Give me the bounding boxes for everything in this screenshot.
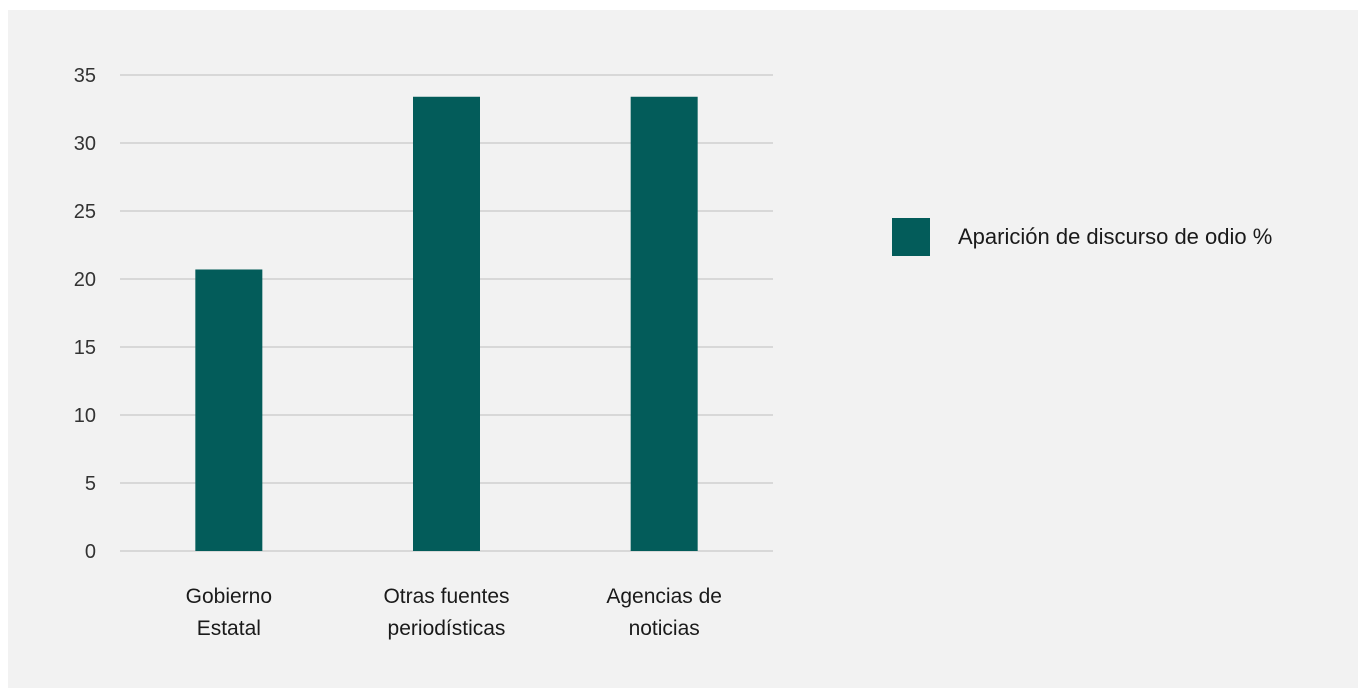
x-category-label: Agencias de <box>606 585 722 608</box>
y-axis-ticks: 0 5 10 15 20 25 30 35 <box>74 65 96 563</box>
x-category-label: Estatal <box>197 617 261 640</box>
x-category-label: Gobierno <box>186 585 272 608</box>
y-tick-label: 25 <box>74 201 96 223</box>
bar <box>630 96 698 551</box>
bars <box>195 96 698 551</box>
chart-card: 0 5 10 15 20 25 30 35 Gobierno Estatal Otras fuen… <box>8 10 1358 688</box>
bar-chart: 0 5 10 15 20 25 30 35 Gobierno Estatal Otras fuen… <box>74 65 1273 640</box>
legend-label: Aparición de discurso de odio % <box>958 224 1272 249</box>
legend-swatch <box>892 218 930 256</box>
y-tick-label: 15 <box>74 337 96 359</box>
bar <box>413 96 480 551</box>
y-tick-label: 30 <box>74 133 96 155</box>
y-tick-label: 35 <box>74 65 96 87</box>
y-tick-label: 10 <box>74 405 96 427</box>
y-tick-label: 20 <box>74 269 96 291</box>
y-tick-label: 0 <box>85 541 96 563</box>
x-category-label: periodísticas <box>388 617 506 640</box>
bar <box>195 269 263 551</box>
x-category-label: noticias <box>629 617 700 640</box>
y-tick-label: 5 <box>85 473 96 495</box>
x-category-label: Otras fuentes <box>383 585 509 608</box>
legend: Aparición de discurso de odio % <box>892 218 1272 256</box>
x-axis-labels: Gobierno Estatal Otras fuentes periodística… <box>186 585 722 640</box>
